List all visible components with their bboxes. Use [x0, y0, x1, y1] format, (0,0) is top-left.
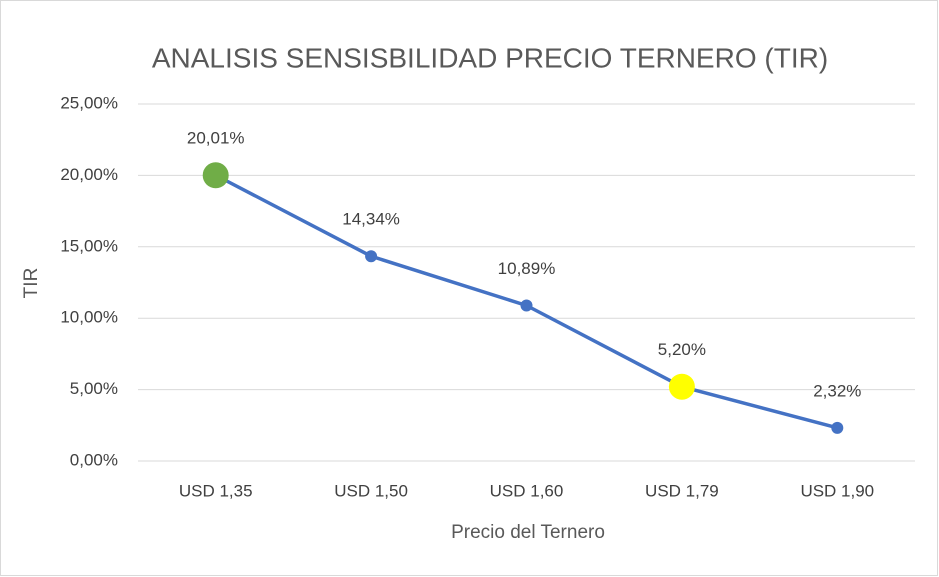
- x-axis-title: Precio del Ternero: [451, 522, 605, 543]
- marker: [520, 299, 533, 312]
- data-label: 10,89%: [498, 259, 556, 278]
- y-tick-label: 15,00%: [60, 236, 118, 255]
- x-tick-label: USD 1,90: [800, 481, 874, 500]
- data-label: 14,34%: [342, 210, 400, 229]
- marker: [365, 250, 378, 263]
- y-tick-label: 0,00%: [70, 450, 118, 469]
- y-axis-title: TIR: [21, 268, 42, 299]
- marker: [202, 162, 229, 189]
- chart-title: ANALISIS SENSISBILIDAD PRECIO TERNERO (T…: [152, 42, 828, 73]
- y-tick-label: 10,00%: [60, 308, 118, 327]
- data-label: 20,01%: [187, 129, 245, 148]
- y-tick-label: 20,00%: [60, 165, 118, 184]
- y-tick-label: 25,00%: [60, 93, 118, 112]
- x-tick-label: USD 1,50: [334, 481, 408, 500]
- x-tick-label: USD 1,60: [490, 481, 564, 500]
- x-tick-label: USD 1,79: [645, 481, 719, 500]
- x-tick-label: USD 1,35: [179, 481, 253, 500]
- data-label: 5,20%: [658, 340, 706, 359]
- y-tick-label: 5,00%: [70, 379, 118, 398]
- data-label: 2,32%: [813, 381, 861, 400]
- marker: [831, 421, 844, 434]
- marker: [668, 373, 695, 400]
